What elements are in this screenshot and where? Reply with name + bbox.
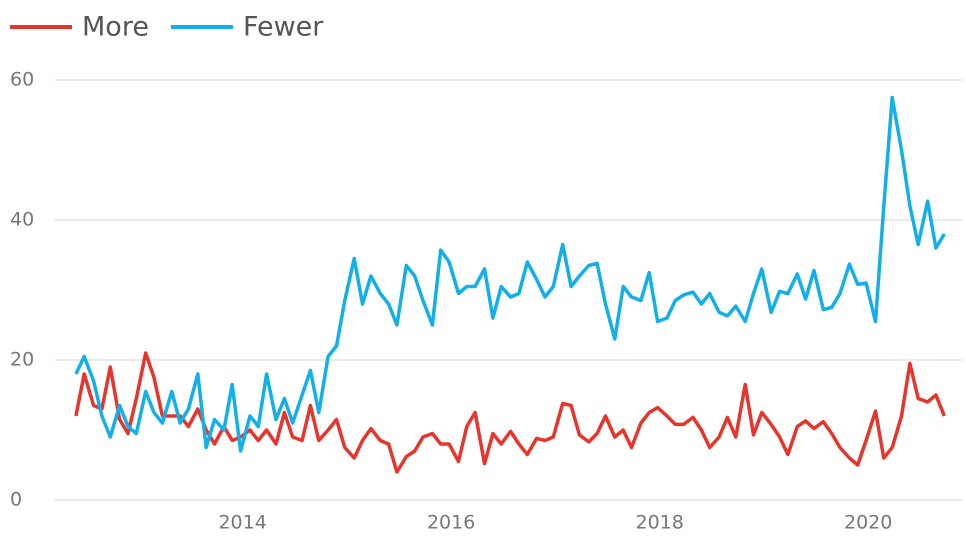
legend-label: Fewer xyxy=(243,12,324,43)
y-tick-label: 40 xyxy=(10,209,34,231)
x-tick-label: 2020 xyxy=(844,512,892,534)
x-tick-label: 2014 xyxy=(218,512,266,534)
line-series xyxy=(74,95,946,453)
y-tick-label: 60 xyxy=(10,69,34,91)
x-tick-label: 2018 xyxy=(635,512,683,534)
legend-label: More xyxy=(82,12,149,43)
y-tick-label: 0 xyxy=(10,489,22,511)
x-tick-label: 2016 xyxy=(427,512,475,534)
line-series xyxy=(74,351,946,474)
y-tick-label: 20 xyxy=(10,349,34,371)
